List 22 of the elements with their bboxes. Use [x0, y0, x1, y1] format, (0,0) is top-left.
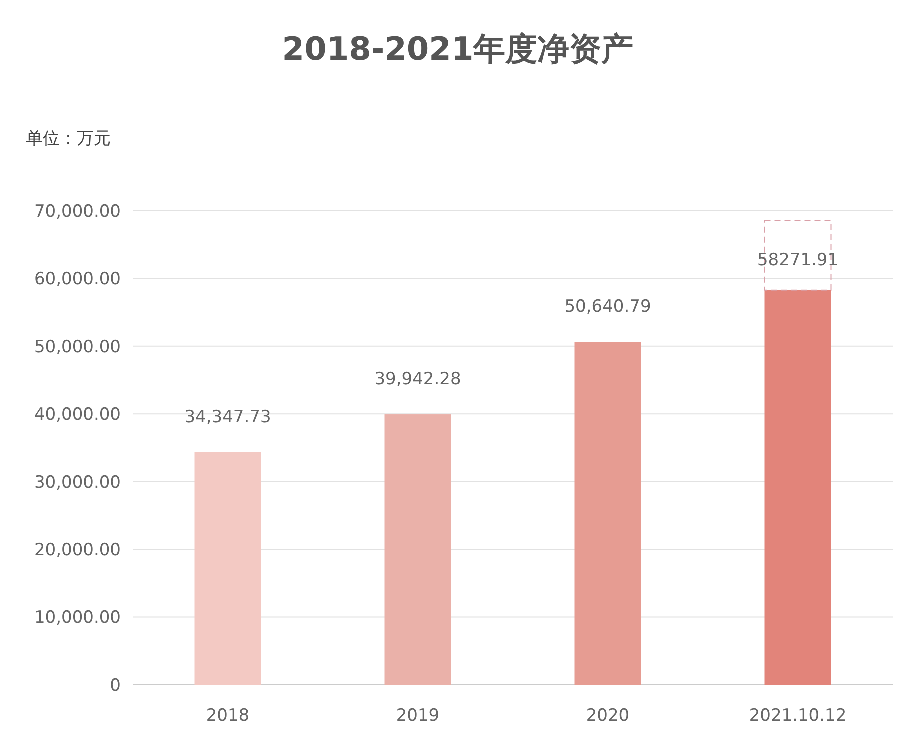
y-tick-label: 50,000.00 [34, 337, 121, 358]
y-tick-label: 10,000.00 [34, 608, 121, 628]
data-label: 50,640.79 [564, 297, 652, 318]
data-label: 39,942.28 [374, 370, 462, 390]
y-axis-title: 单位：万元 [26, 129, 111, 149]
y-tick-label: 40,000.00 [34, 405, 121, 426]
bar [194, 452, 262, 685]
data-label: 58271.91 [757, 250, 839, 270]
y-tick-label: 70,000.00 [34, 202, 121, 222]
bar [764, 290, 832, 685]
x-tick-label: 2020 [586, 706, 630, 726]
bar [574, 342, 642, 685]
bar [384, 414, 452, 685]
chart-title: 2018-2021年度净资产 [282, 30, 634, 68]
data-label: 34,347.73 [184, 407, 272, 428]
y-tick-label: 0 [110, 676, 121, 696]
x-tick-label: 2019 [396, 706, 440, 726]
x-tick-label: 2018 [206, 706, 250, 726]
y-tick-label: 60,000.00 [34, 270, 121, 290]
y-tick-label: 30,000.00 [34, 472, 121, 493]
y-tick-label: 20,000.00 [34, 540, 121, 561]
x-tick-label: 2021.10.12 [749, 706, 847, 726]
